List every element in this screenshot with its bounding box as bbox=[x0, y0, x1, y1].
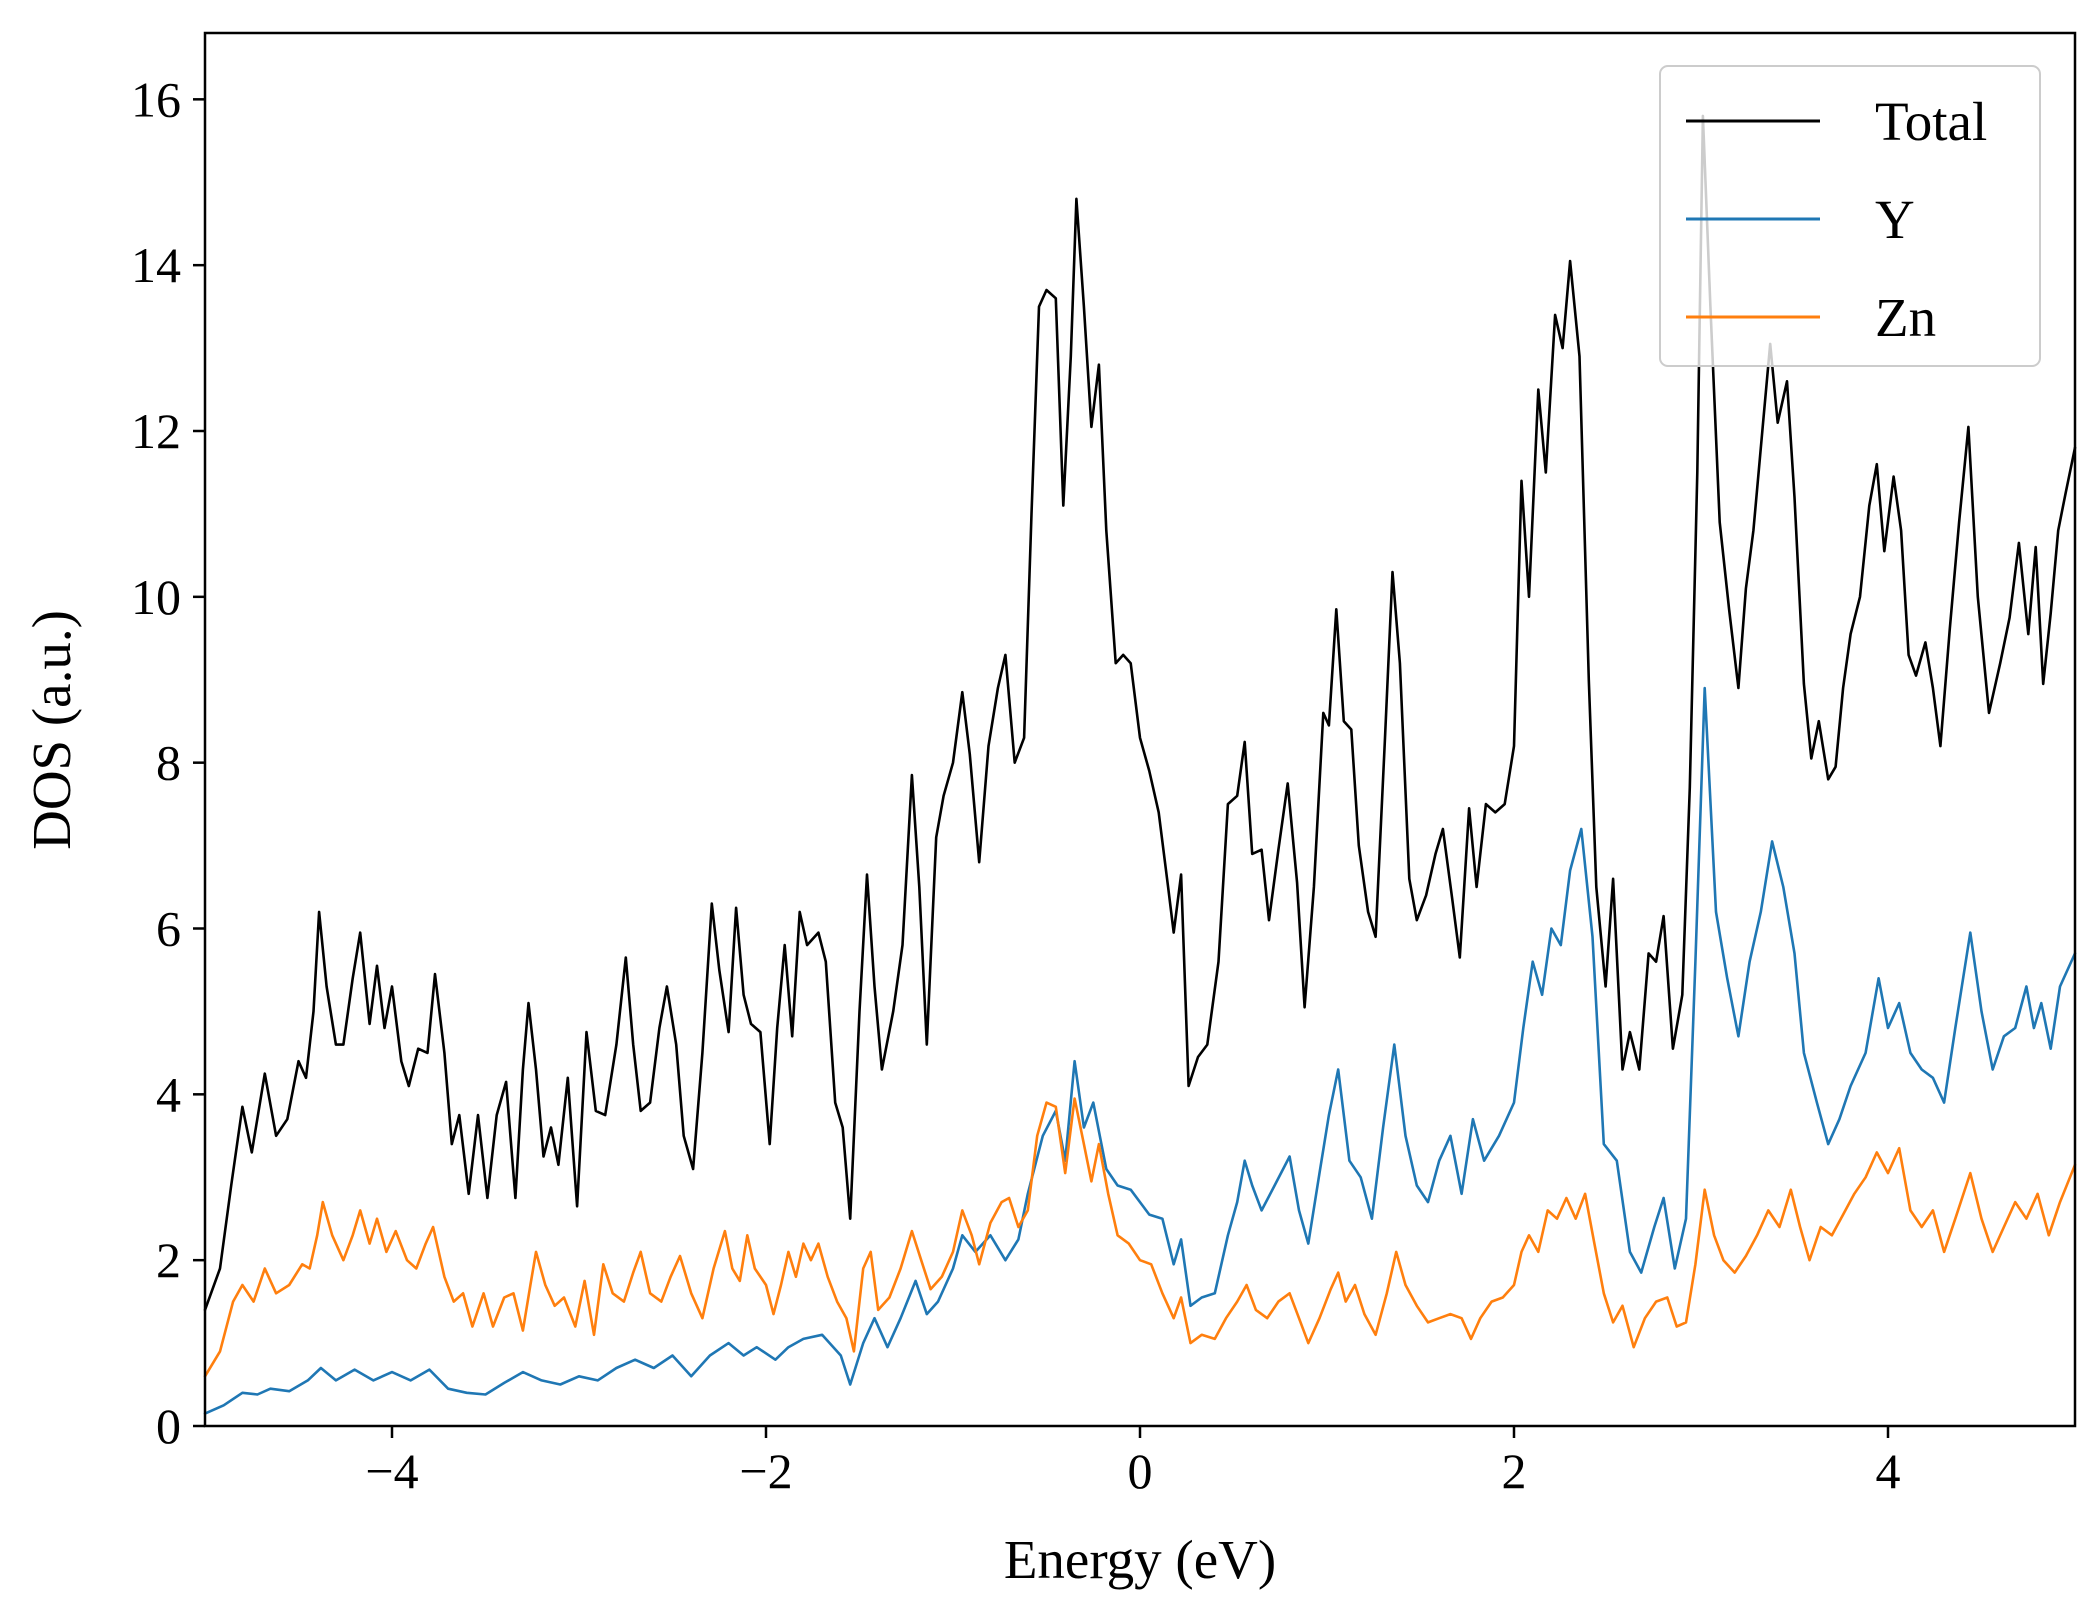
y-tick-label: 0 bbox=[156, 1398, 181, 1454]
series-line-total bbox=[203, 114, 2077, 1312]
legend-label-y: Y bbox=[1875, 189, 1915, 250]
legend: Total Y Zn bbox=[1659, 65, 2041, 367]
y-tick-label: 6 bbox=[156, 901, 181, 957]
series-line-zn bbox=[203, 1097, 2077, 1378]
y-axis: 0 2 4 6 8 10 12 14 16 bbox=[131, 71, 205, 1454]
y-tick-label: 4 bbox=[156, 1066, 181, 1122]
legend-box bbox=[1659, 65, 2041, 367]
series-layer bbox=[203, 114, 2077, 1415]
y-axis-label: DOS (a.u.) bbox=[21, 610, 82, 850]
x-axis-label: Energy (eV) bbox=[1004, 1529, 1276, 1590]
x-tick-label: 2 bbox=[1502, 1443, 1527, 1499]
x-tick-label: −4 bbox=[365, 1443, 418, 1499]
y-tick-label: 10 bbox=[131, 569, 181, 625]
y-tick-label: 12 bbox=[131, 403, 181, 459]
x-tick-label: −2 bbox=[739, 1443, 792, 1499]
legend-label-zn: Zn bbox=[1875, 287, 1936, 348]
y-tick-label: 16 bbox=[131, 71, 181, 127]
x-axis: −4 −2 0 2 4 bbox=[365, 1426, 1901, 1499]
y-tick-label: 2 bbox=[156, 1232, 181, 1288]
y-tick-label: 14 bbox=[131, 237, 181, 293]
x-tick-label: 4 bbox=[1876, 1443, 1901, 1499]
y-tick-label: 8 bbox=[156, 735, 181, 791]
legend-label-total: Total bbox=[1875, 91, 1987, 152]
x-tick-label: 0 bbox=[1128, 1443, 1153, 1499]
series-line-y bbox=[203, 686, 2077, 1415]
